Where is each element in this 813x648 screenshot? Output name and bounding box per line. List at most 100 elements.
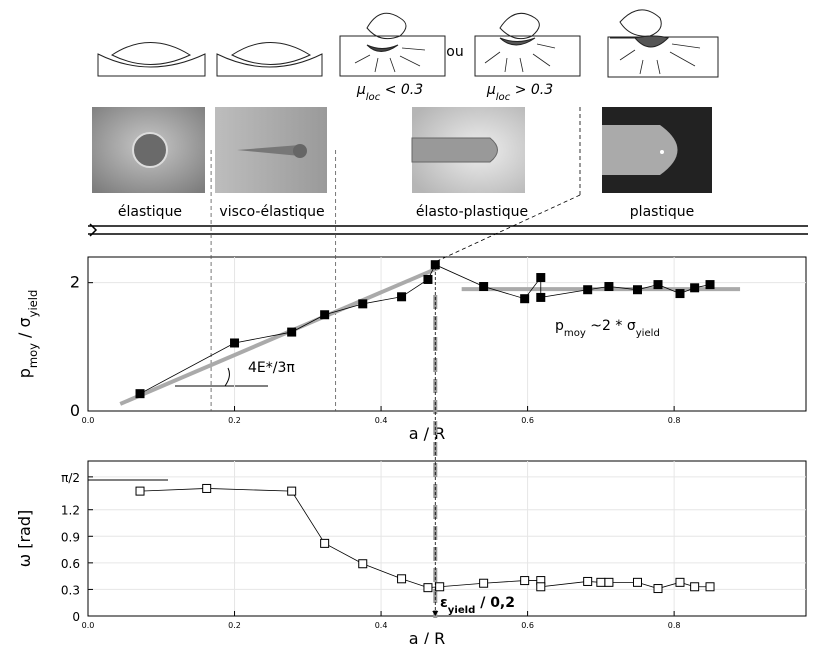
data-point — [397, 574, 407, 584]
data-point — [287, 486, 297, 496]
x-axis-label: a / R — [409, 629, 445, 644]
data-point — [653, 584, 663, 594]
x-tick-label: 0.4 — [375, 621, 388, 630]
y-tick-label: 0.6 — [61, 557, 80, 571]
text-part: a / R — [409, 629, 445, 644]
text-part: 4E*/3π — [248, 360, 295, 376]
data-point — [675, 289, 685, 299]
data-point — [596, 577, 606, 587]
y-tick-label: 2 — [70, 273, 80, 292]
data-point — [479, 578, 489, 588]
y-tick-label: 0.3 — [61, 583, 80, 597]
yield-arrowhead — [432, 611, 439, 616]
separator: ou — [446, 44, 463, 60]
text-part: / 0,2 — [475, 595, 515, 611]
data-point — [358, 299, 368, 309]
condition: μloc > 0.3 — [486, 82, 553, 103]
text-part: loc — [366, 92, 381, 103]
y-tick-label: 1.2 — [61, 504, 80, 518]
annotation: 4E*/3π — [248, 360, 295, 376]
annotation: pmoy ~2 * σyield — [555, 318, 660, 339]
text-part: μ — [356, 82, 366, 98]
micrographs — [92, 107, 712, 193]
data-point — [135, 486, 145, 496]
text-part: p — [555, 318, 564, 334]
chart: 0.0 0.2 0.4 0.6 0.8 0 0.3 0.6 0.9 1.2 π/2 a / R ω [r… — [15, 262, 807, 648]
data-point — [358, 559, 368, 569]
data-point — [583, 285, 593, 295]
data-point — [604, 282, 614, 292]
plot-frame — [87, 256, 807, 412]
y-tick-label: 0 — [72, 610, 80, 624]
data-point — [135, 389, 145, 399]
data-point — [653, 280, 663, 290]
slope-arc — [224, 367, 230, 387]
plot-frame — [87, 460, 807, 617]
text-part: p — [15, 368, 34, 378]
x-tick-label: 0.2 — [228, 621, 241, 630]
data-point — [320, 538, 330, 548]
data-point — [536, 292, 546, 302]
x-axis-label: a / R — [409, 424, 445, 443]
x-tick-label: 0.8 — [668, 621, 681, 630]
regime-label: plastique — [630, 204, 694, 220]
sketches — [97, 9, 719, 78]
x-tick-label: 0.6 — [521, 416, 534, 425]
data-point — [202, 483, 212, 493]
text-part: ~2 * σ — [586, 318, 636, 334]
text-part: μ — [486, 82, 496, 98]
data-point — [536, 582, 546, 592]
x-tick-label: 0.0 — [82, 416, 95, 425]
data-point — [675, 577, 685, 587]
condition: μloc < 0.3 — [356, 82, 423, 103]
series-line — [140, 488, 711, 589]
data-point — [583, 576, 593, 586]
data-point — [435, 582, 445, 592]
data-point — [604, 577, 614, 587]
data-point — [230, 338, 240, 348]
y-tick-label: 0 — [70, 401, 80, 420]
x-tick-label: 0.6 — [521, 621, 534, 630]
y-tick-label: 0.9 — [61, 530, 80, 544]
text-part: a / R — [409, 424, 445, 443]
x-tick-label: 0.4 — [375, 416, 388, 425]
text-part: ε — [440, 595, 448, 611]
text-part: moy — [564, 328, 586, 339]
x-tick-label: 0.2 — [228, 416, 241, 425]
text-part: yield — [448, 605, 476, 616]
regime-band — [88, 107, 808, 263]
data-point — [423, 274, 433, 284]
text-part: / σ — [15, 317, 34, 343]
data-point — [423, 583, 433, 593]
data-point — [520, 294, 530, 304]
y-tick-label: π/2 — [61, 471, 80, 485]
data-point — [397, 292, 407, 302]
text-part: yield — [636, 328, 660, 339]
fit-line — [119, 266, 439, 406]
data-point — [705, 280, 715, 290]
data-point — [536, 273, 546, 283]
regime-label: élastique — [118, 204, 182, 220]
text-part: ω [rad] — [15, 510, 34, 568]
data-point — [632, 577, 642, 587]
text-part: loc — [496, 92, 511, 103]
x-tick-label: 0.8 — [668, 416, 681, 425]
data-point — [520, 576, 530, 586]
data-point — [705, 582, 715, 592]
text-part: yield — [26, 290, 40, 318]
annotation: εyield / 0,2 — [440, 595, 515, 616]
regime-label: élasto-plastique — [416, 204, 528, 220]
text-part: < 0.3 — [380, 82, 423, 98]
data-point — [690, 283, 700, 293]
text-part: > 0.3 — [510, 82, 553, 98]
data-point — [320, 310, 330, 320]
regime-label: visco-élastique — [219, 204, 324, 220]
y-axis-label: pmoy / σyield — [15, 290, 40, 379]
x-tick-label: 0.0 — [82, 621, 95, 630]
data-point — [287, 327, 297, 337]
y-axis-label: ω [rad] — [15, 510, 34, 568]
data-point — [690, 582, 700, 592]
data-point — [632, 285, 642, 295]
